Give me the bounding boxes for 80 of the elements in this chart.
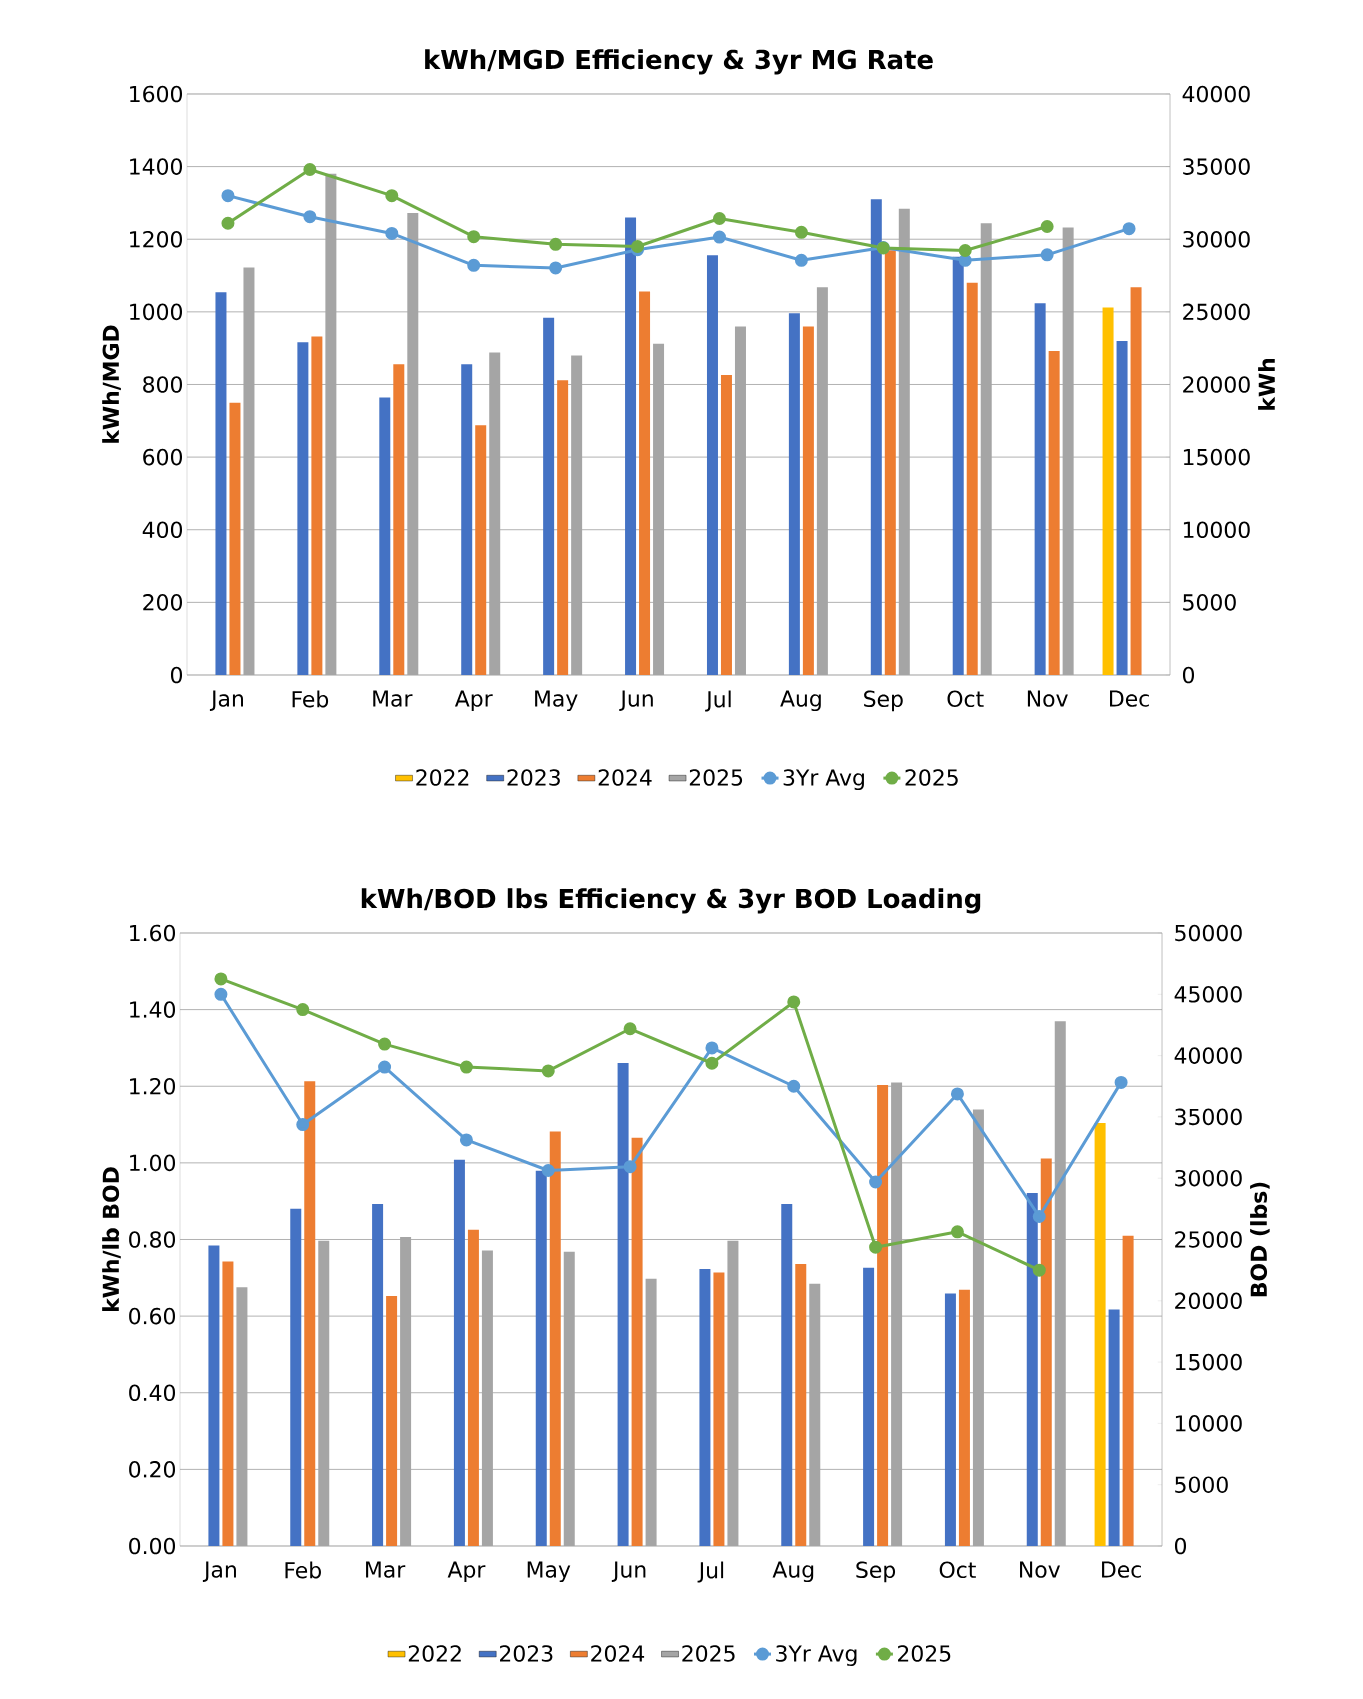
legend-label: 2024	[598, 769, 652, 786]
x-tick-label: Apr	[447, 1561, 486, 1583]
x-tick-label: Jul	[705, 690, 731, 712]
y-tick-label: 1.40	[130, 1001, 176, 1018]
y-tick-label: 200	[143, 594, 183, 611]
x-tick-label: May	[535, 690, 578, 712]
chart-title: kWh/MGD Efficiency & 3yr MG Rate	[425, 49, 933, 75]
x-tick-label: Feb	[285, 1561, 321, 1579]
legend-label: 2022	[416, 769, 469, 786]
x-tick-label: Dec	[1102, 1561, 1141, 1578]
y2-tick-label: 30000	[1175, 1169, 1242, 1187]
y-tick-label: 0	[170, 666, 183, 684]
legend-label: 2025	[905, 769, 958, 786]
y2-tick-label: 0	[1182, 666, 1195, 684]
legend-label: 2025	[898, 1645, 951, 1662]
y2-tick-label: 10000	[1175, 1415, 1242, 1432]
x-tick-label: Jun	[611, 1561, 646, 1582]
x-tick-label: Sep	[856, 1561, 896, 1583]
legend-label: 2025	[689, 769, 743, 786]
y-tick-label: 1400	[130, 158, 182, 175]
y-axis-title: kWh/MGD	[102, 325, 121, 443]
chart-title: kWh/BOD lbs Efficiency & 3yr BOD Loading	[361, 888, 981, 914]
y-tick-label: 0.80	[129, 1231, 176, 1248]
x-tick-label: Mar	[366, 1561, 406, 1578]
y2-axis-title: BOD (lbs)	[1250, 1182, 1270, 1297]
y-tick-label: 600	[143, 448, 183, 466]
y-axis-title: kWh/lb BOD	[102, 1167, 121, 1312]
y-tick-label: 1.60	[130, 924, 176, 942]
x-tick-label: Jun	[619, 690, 653, 711]
y2-tick-label: 15000	[1183, 448, 1250, 466]
y2-tick-label: 0	[1174, 1537, 1187, 1555]
y-tick-label: 0.20	[129, 1461, 176, 1478]
y-tick-label: 1200	[130, 230, 182, 248]
x-tick-label: Oct	[947, 690, 984, 708]
legend-label: 2023	[500, 1645, 553, 1662]
x-tick-label: May	[527, 1561, 571, 1583]
y2-tick-label: 25000	[1175, 1231, 1242, 1248]
y2-axis-title: kWh	[1258, 359, 1275, 410]
legend-label: 2023	[507, 769, 560, 786]
y2-tick-label: 35000	[1175, 1108, 1242, 1126]
y2-tick-label: 50000	[1175, 924, 1242, 942]
y2-tick-label: 5000	[1175, 1476, 1228, 1493]
y-tick-label: 1000	[130, 303, 182, 321]
y-tick-label: 1600	[130, 85, 182, 103]
x-tick-label: Jan	[202, 1561, 236, 1582]
x-tick-label: Jan	[209, 690, 243, 711]
legend-label: 2025	[682, 1645, 735, 1662]
legend-label: 2024	[591, 1645, 645, 1662]
y-tick-label: 400	[142, 521, 183, 539]
y2-tick-label: 20000	[1183, 376, 1250, 393]
x-tick-label: Nov	[1020, 1561, 1061, 1578]
y2-tick-label: 40000	[1174, 1047, 1242, 1064]
y-tick-label: 1.00	[130, 1154, 176, 1172]
x-tick-label: Mar	[373, 690, 413, 707]
y-tick-label: 800	[143, 376, 183, 393]
y-tick-label: 0.60	[129, 1307, 176, 1325]
y2-tick-label: 40000	[1182, 85, 1250, 103]
y2-tick-label: 35000	[1183, 158, 1250, 175]
x-tick-label: Dec	[1110, 690, 1149, 707]
y2-tick-label: 25000	[1183, 303, 1250, 321]
y-tick-label: 0.40	[129, 1384, 176, 1402]
y2-tick-label: 5000	[1183, 594, 1236, 611]
y2-tick-label: 45000	[1174, 986, 1242, 1003]
x-tick-label: Apr	[454, 690, 493, 712]
legend-label: 3Yr Avg	[776, 1645, 857, 1667]
y2-tick-label: 20000	[1175, 1292, 1242, 1310]
x-tick-label: Jul	[697, 1561, 724, 1583]
y2-tick-label: 30000	[1183, 230, 1250, 248]
x-tick-label: Nov	[1027, 690, 1068, 707]
x-tick-label: Sep	[864, 690, 903, 712]
x-tick-label: Aug	[772, 1561, 814, 1583]
legend-label: 2022	[408, 1645, 461, 1662]
x-tick-label: Oct	[939, 1561, 976, 1579]
y-tick-label: 1.20	[130, 1077, 176, 1095]
y2-tick-label: 10000	[1183, 521, 1250, 539]
legend-label: 3Yr Avg	[783, 769, 864, 791]
y-tick-label: 0.00	[129, 1537, 176, 1555]
y2-tick-label: 15000	[1175, 1353, 1242, 1371]
x-tick-label: Feb	[292, 690, 329, 708]
x-tick-label: Aug	[780, 690, 821, 712]
